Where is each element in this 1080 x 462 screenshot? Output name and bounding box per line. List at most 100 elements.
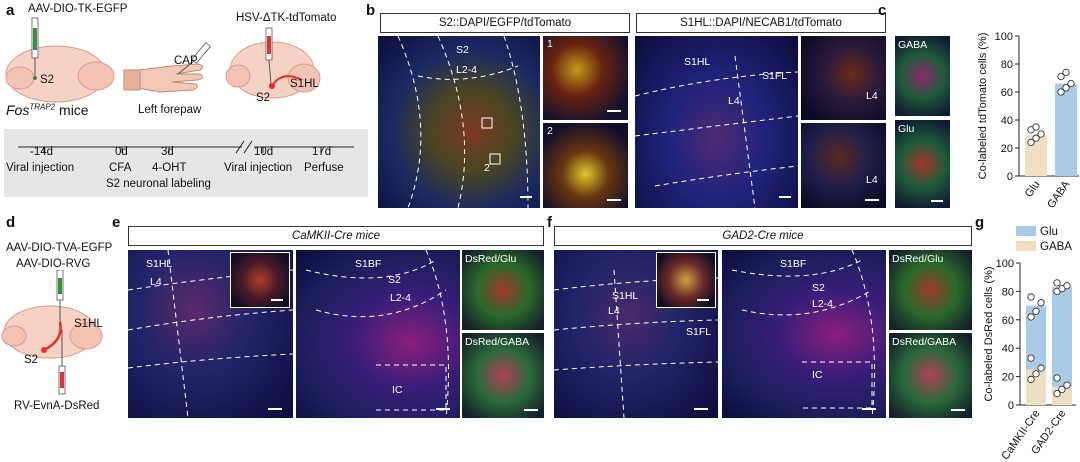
ic-label-f: IC bbox=[812, 369, 823, 381]
chart-g-point-gad2-cre-gaba-3 bbox=[1053, 374, 1061, 382]
virus-label-aav-tk: AAV-DIO-TK-EGFP bbox=[28, 3, 128, 15]
l24-label-e: L2-4 bbox=[390, 292, 412, 304]
chart-c-ytick-label-2: 40 bbox=[1001, 115, 1013, 127]
chart-c-ytick-label-1: 20 bbox=[1001, 143, 1013, 155]
inset-e-micrograph bbox=[230, 252, 290, 308]
timeline-axis bbox=[18, 140, 354, 154]
chart-c-category-gaba: GABA bbox=[1045, 178, 1073, 210]
s1hl-label-brain2: S1HL bbox=[290, 78, 319, 90]
dsred-gaba-label-f: DsRed/GABA bbox=[892, 336, 957, 348]
brain-illustration-left bbox=[5, 45, 115, 103]
chart-g-ytick-label-2: 40 bbox=[1002, 343, 1014, 355]
dsred-gaba-micrograph-f bbox=[889, 333, 972, 418]
panel-g-letter: g bbox=[975, 214, 985, 231]
inset-f-micrograph bbox=[656, 252, 716, 308]
virus-label-tva: AAV-DIO-TVA-EGFP bbox=[6, 242, 113, 254]
s2-label-f: S2 bbox=[812, 282, 825, 294]
s1fl-region-label-b: S1FL bbox=[762, 70, 788, 82]
chart-g-legend-label-glu: Glu bbox=[1040, 226, 1058, 238]
dsred-glu-micrograph-e bbox=[462, 250, 544, 330]
chart-c-point-glu-0 bbox=[1027, 138, 1035, 147]
chart-c-ylabel: Co-labeled tdTomato cells (%) bbox=[977, 33, 989, 180]
panel-b-letter: b bbox=[366, 2, 376, 19]
panel-c-letter: c bbox=[878, 2, 887, 19]
timeline-event-2: 4-OHT bbox=[152, 162, 187, 174]
forepaw-icon bbox=[123, 63, 204, 93]
syringe-icon bbox=[31, 17, 39, 80]
panel-a-letter: a bbox=[6, 2, 15, 19]
chart-c-point-glu-1 bbox=[1032, 134, 1040, 142]
micrograph-f-s2 bbox=[722, 250, 886, 418]
panel-b-header-s2: S2::DAPI/EGFP/tdTomato bbox=[380, 13, 630, 33]
chart-g-legend-swatch-gaba bbox=[1016, 241, 1036, 251]
chart-c-bar-gaba bbox=[1055, 83, 1077, 176]
l4-label-b2: L4 bbox=[866, 90, 878, 102]
chart-g-point-camkii-cre-gaba-2 bbox=[1037, 364, 1045, 372]
virus-label-rv: RV-EvnA-DsRed bbox=[14, 400, 100, 412]
timeline-event-4: Perfuse bbox=[304, 162, 344, 174]
ic-label-e: IC bbox=[392, 384, 403, 396]
s1bf-label-e: S1BF bbox=[355, 258, 382, 270]
chart-g-point-camkii-cre-gaba-1 bbox=[1032, 370, 1040, 378]
timeline-day-1: 0d bbox=[115, 146, 128, 158]
l4-label-f: L4 bbox=[608, 305, 620, 317]
panel-b-header-s1hl: S1HL::DAPI/NECAB1/tdTomato bbox=[636, 13, 886, 33]
chart-g-point-gad2-cre-glu-2 bbox=[1063, 282, 1071, 290]
chart-g-ytick-label-4: 80 bbox=[1002, 286, 1014, 298]
chart-g-ylabel: Co-labeled DsRed cells (%) bbox=[983, 266, 995, 401]
timeline-day-2: 3d bbox=[161, 146, 174, 158]
chart-g-ytick-label-5: 100 bbox=[996, 258, 1014, 270]
chart-g-point-camkii-cre-glu-2 bbox=[1037, 299, 1045, 307]
chart-g-point-camkii-cre-glu-1 bbox=[1032, 307, 1040, 315]
chart-g-point-camkii-cre-gaba-0 bbox=[1027, 375, 1035, 384]
s2-region-label: S2 bbox=[456, 44, 469, 56]
s1bf-label-f: S1BF bbox=[780, 258, 807, 270]
micrograph-s2-overview bbox=[378, 36, 540, 208]
glu-image-label: Glu bbox=[898, 123, 915, 135]
panel-e-header: CaMKII-Cre mice bbox=[128, 226, 544, 246]
chart-c-point-glu-4 bbox=[1032, 123, 1040, 131]
s1fl-label-f: S1FL bbox=[686, 326, 712, 338]
inset-marker-2: 2 bbox=[484, 162, 490, 174]
inset-2-label: 2 bbox=[547, 125, 553, 137]
chart-c-point-glu-2 bbox=[1037, 130, 1045, 138]
chart-c-point-gaba-0 bbox=[1057, 88, 1065, 96]
s2-label-brain2: S2 bbox=[256, 92, 271, 104]
chart-g-legend-swatch-glu bbox=[1016, 226, 1036, 236]
l4-label-b3: L4 bbox=[866, 174, 878, 186]
chart-c-category-glu: Glu bbox=[1023, 179, 1043, 200]
panel-f-letter: f bbox=[547, 214, 552, 231]
syringe-icon-3 bbox=[56, 270, 64, 322]
chart-c-ytick-label-4: 80 bbox=[1001, 59, 1013, 71]
dsred-glu-label-e: DsRed/Glu bbox=[465, 253, 517, 265]
panel-d-letter: d bbox=[6, 214, 16, 231]
syringe-icon-4 bbox=[58, 330, 66, 395]
timeline-event-3: Viral injection bbox=[224, 162, 293, 174]
cap-label: CAP bbox=[174, 55, 198, 67]
inset-1-label: 1 bbox=[547, 38, 553, 50]
gaba-image-label: GABA bbox=[898, 39, 928, 51]
panel-e-letter: e bbox=[112, 214, 121, 231]
timeline-day-0: -14d bbox=[30, 146, 54, 158]
chart-c-point-gaba-3 bbox=[1057, 72, 1065, 81]
chart-c-point-gaba-1 bbox=[1062, 84, 1070, 92]
virus-label-rvg: AAV-DIO-RVG bbox=[16, 258, 91, 270]
cap-syringe-icon bbox=[177, 42, 211, 75]
timeline-event-0: Viral injection bbox=[6, 162, 75, 174]
forepaw-label: Left forepaw bbox=[138, 104, 202, 116]
panel-a-illustration bbox=[5, 17, 321, 103]
dsred-glu-label-f: DsRed/Glu bbox=[892, 253, 944, 265]
gaba-micrograph bbox=[895, 36, 950, 116]
glu-micrograph bbox=[895, 120, 950, 208]
s2-label-brain1: S2 bbox=[40, 74, 55, 86]
chart-g-ytick-label-1: 20 bbox=[1002, 372, 1014, 384]
timeline-event-1: CFA bbox=[109, 162, 132, 174]
s2-label-e: S2 bbox=[388, 274, 401, 286]
chart-g-ytick-label-3: 60 bbox=[1002, 315, 1014, 327]
inset-s1hl-2-micrograph bbox=[801, 123, 886, 208]
dsred-glu-micrograph-f bbox=[889, 250, 972, 330]
virus-label-hsv: HSV-ΔTK-tdTomato bbox=[236, 12, 337, 24]
l4-label-b1: L4 bbox=[728, 95, 740, 107]
chart-g-point-gad2-cre-gaba-1 bbox=[1058, 385, 1066, 394]
